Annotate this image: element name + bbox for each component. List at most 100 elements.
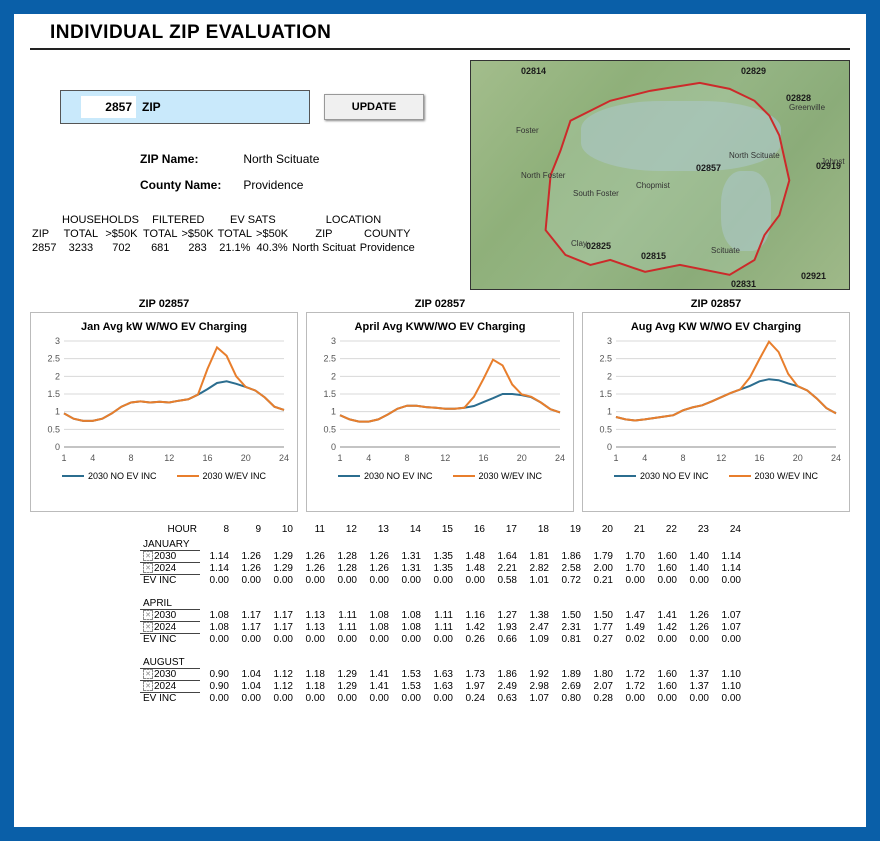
- table-cell: 0.00: [360, 693, 392, 705]
- zip-name-label: ZIP Name:: [140, 146, 240, 172]
- table-cell: 1.26: [232, 551, 264, 563]
- zip-info: ZIP Name: North Scituate County Name: Pr…: [140, 146, 460, 199]
- table-cell: 0.90: [200, 669, 232, 681]
- chart-legend: 2030 NO EV INC2030 W/EV INC: [31, 467, 297, 481]
- line-chart: 00.511.522.5314812162024: [310, 337, 570, 467]
- table-cell: 1.48: [456, 563, 488, 575]
- table-row-label: EV INC: [140, 634, 200, 646]
- table-cell: 1.28: [328, 551, 360, 563]
- table-cell: 1.29: [328, 681, 360, 693]
- table-cell: 1.40: [680, 551, 712, 563]
- table-cell: 2.00: [584, 563, 616, 575]
- chart-subtitle: Aug Avg KW W/WO EV Charging: [583, 313, 849, 337]
- table-cell: 0.00: [232, 634, 264, 646]
- table-cell: 0.28: [584, 693, 616, 705]
- svg-text:2: 2: [607, 371, 612, 381]
- table-cell: 1.92: [520, 669, 552, 681]
- table-cell: 1.77: [584, 622, 616, 634]
- svg-text:1: 1: [61, 453, 66, 463]
- table-cell: 1.04: [232, 669, 264, 681]
- legend-item: 2030 NO EV INC: [338, 471, 433, 481]
- table-cell: 2.07: [584, 681, 616, 693]
- svg-text:2.5: 2.5: [323, 354, 336, 364]
- svg-text:16: 16: [754, 453, 764, 463]
- map-town-label: Scituate: [711, 246, 740, 255]
- table-cell: 1.11: [424, 622, 456, 634]
- zip-input[interactable]: [81, 96, 136, 118]
- table-cell: 1.27: [488, 610, 520, 622]
- table-cell: 1.41: [360, 669, 392, 681]
- svg-text:0: 0: [607, 442, 612, 452]
- table-cell: 0.00: [232, 575, 264, 587]
- table-cell: 1.08: [200, 622, 232, 634]
- svg-text:24: 24: [831, 453, 841, 463]
- zip-name-value: North Scituate: [243, 152, 319, 166]
- update-button[interactable]: UPDATE: [324, 94, 424, 120]
- table-cell: 0.00: [264, 634, 296, 646]
- svg-text:0.5: 0.5: [47, 424, 60, 434]
- map-zip-label: 02828: [786, 93, 811, 103]
- table-cell: 1.42: [456, 622, 488, 634]
- table-cell: 0.00: [680, 634, 712, 646]
- table-cell: 1.49: [616, 622, 648, 634]
- svg-text:3: 3: [331, 337, 336, 346]
- legend-item: 2030 NO EV INC: [62, 471, 157, 481]
- table-cell: 1.81: [520, 551, 552, 563]
- table-cell: 0.00: [200, 634, 232, 646]
- table-cell: 0.63: [488, 693, 520, 705]
- svg-text:1.5: 1.5: [599, 389, 612, 399]
- chart-legend: 2030 NO EV INC 2030 W/EV INC: [307, 467, 573, 481]
- table-cell: 0.26: [456, 634, 488, 646]
- table-cell: 1.40: [680, 563, 712, 575]
- table-cell: 1.13: [296, 610, 328, 622]
- table-cell: 0.00: [456, 575, 488, 587]
- table-cell: 1.50: [552, 610, 584, 622]
- table-row-label: EV INC: [140, 575, 200, 587]
- table-cell: 1.72: [616, 669, 648, 681]
- svg-text:4: 4: [642, 453, 647, 463]
- table-cell: 1.14: [712, 563, 744, 575]
- table-cell: 1.63: [424, 681, 456, 693]
- svg-text:1.5: 1.5: [47, 389, 60, 399]
- table-cell: 1.14: [712, 551, 744, 563]
- legend-item: 2030 W/EV INC: [453, 471, 543, 481]
- table-cell: 2.58: [552, 563, 584, 575]
- table-cell: 1.73: [456, 669, 488, 681]
- table-cell: 1.28: [328, 563, 360, 575]
- table-cell: 1.37: [680, 669, 712, 681]
- table-cell: 1.26: [296, 551, 328, 563]
- table-cell: 2.98: [520, 681, 552, 693]
- table-cell: 0.00: [424, 693, 456, 705]
- table-cell: 1.80: [584, 669, 616, 681]
- table-cell: 1.10: [712, 681, 744, 693]
- svg-text:24: 24: [279, 453, 289, 463]
- table-cell: 1.01: [520, 575, 552, 587]
- zip-input-label: ZIP: [142, 100, 161, 114]
- table-cell: 1.31: [392, 551, 424, 563]
- table-cell: 0.00: [648, 575, 680, 587]
- svg-text:0: 0: [55, 442, 60, 452]
- map-zip-label: 02825: [586, 241, 611, 251]
- table-cell: 0.00: [680, 575, 712, 587]
- table-cell: 1.42: [648, 622, 680, 634]
- legend-item: 2030 W/EV INC: [729, 471, 819, 481]
- table-cell: 1.13: [296, 622, 328, 634]
- table-cell: 0.00: [200, 575, 232, 587]
- table-cell: 1.48: [456, 551, 488, 563]
- table-cell: 1.26: [296, 563, 328, 575]
- table-cell: 1.18: [296, 669, 328, 681]
- table-cell: 1.29: [264, 551, 296, 563]
- svg-text:16: 16: [202, 453, 212, 463]
- table-cell: 1.60: [648, 551, 680, 563]
- svg-text:20: 20: [241, 453, 251, 463]
- map-town-label: North Foster: [521, 171, 565, 180]
- series-no-ev: [616, 379, 836, 420]
- map-zip-label: 02921: [801, 271, 826, 281]
- table-cell: 0.58: [488, 575, 520, 587]
- title-divider: [30, 48, 850, 50]
- table-cell: 0.00: [296, 575, 328, 587]
- table-cell: 0.21: [584, 575, 616, 587]
- map-town-label: Foster: [516, 126, 539, 135]
- table-row-label: ✕2024: [140, 563, 200, 575]
- table-cell: 1.29: [328, 669, 360, 681]
